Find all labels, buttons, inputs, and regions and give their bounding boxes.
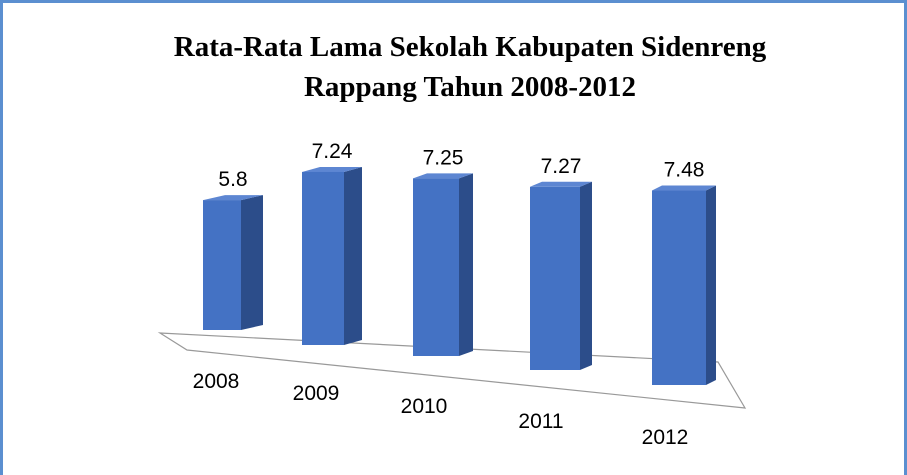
bar-top: [530, 181, 592, 187]
bar-top: [652, 185, 716, 191]
bar: [413, 178, 459, 356]
bar-side: [344, 166, 362, 345]
x-tick-label: 2009: [293, 382, 340, 405]
bar: [203, 200, 241, 330]
bar-side: [459, 173, 473, 356]
x-tick-label: 2008: [193, 370, 240, 393]
value-label: 5.8: [218, 168, 247, 191]
value-label: 7.25: [423, 146, 464, 169]
chart-title: Rappang Tahun 2008-2012: [304, 71, 636, 103]
x-tick-label: 2011: [518, 410, 563, 433]
bar: [530, 186, 580, 370]
x-tick-label: 2010: [401, 395, 448, 418]
bar-side: [580, 181, 592, 370]
chart-title: Rata-Rata Lama Sekolah Kabupaten Sidenre…: [174, 31, 767, 63]
bar-top: [203, 195, 263, 201]
bar: [652, 190, 706, 385]
x-tick-label: 2012: [642, 426, 689, 449]
bar: [302, 171, 344, 345]
bar-top: [302, 166, 362, 172]
bar-top: [413, 173, 473, 179]
value-label: 7.24: [312, 140, 353, 163]
bar-side: [241, 195, 263, 330]
bar-side: [706, 185, 716, 385]
value-label: 7.48: [664, 159, 705, 182]
value-label: 7.27: [541, 155, 582, 178]
